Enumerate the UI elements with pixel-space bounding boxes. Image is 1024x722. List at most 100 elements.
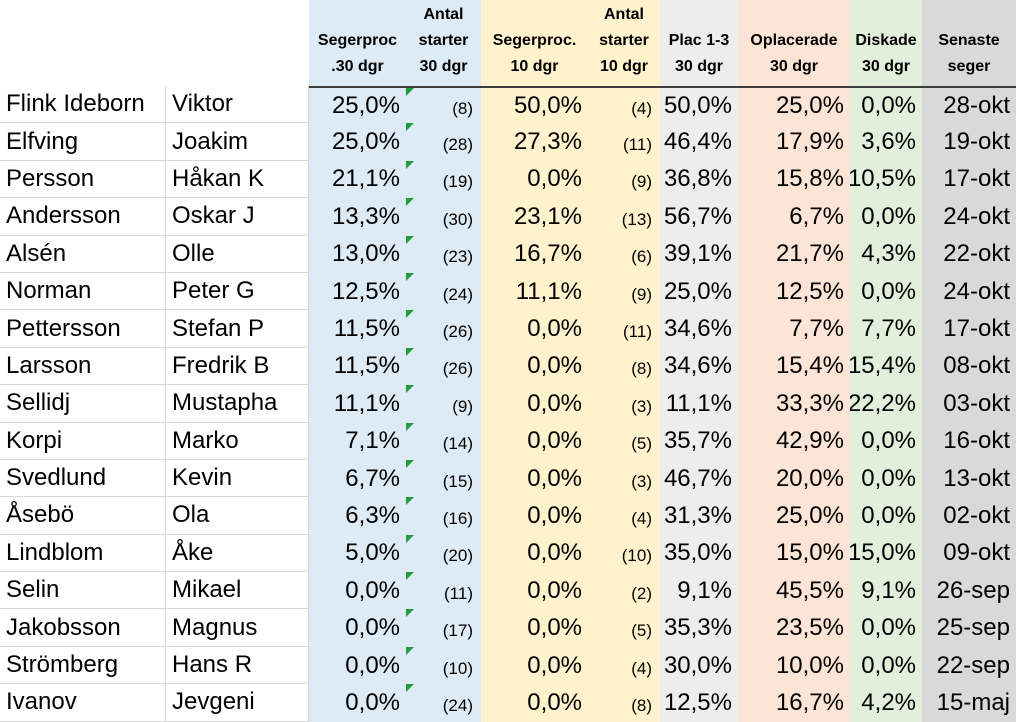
cell-placed-1-3[interactable]: 39,1% bbox=[660, 235, 738, 273]
cell-starts-10[interactable]: (11) bbox=[588, 123, 660, 161]
cell-disqualified[interactable]: 0,0% bbox=[850, 609, 922, 647]
cell-disqualified[interactable]: 0,0% bbox=[850, 646, 922, 685]
cell-last-win[interactable]: 16-okt bbox=[922, 422, 1016, 460]
cell-win-pct-30[interactable]: 0,0% bbox=[309, 646, 406, 685]
cell-first-name[interactable]: Fredrik B bbox=[166, 347, 309, 386]
cell-win-pct-30[interactable]: 13,3% bbox=[309, 198, 406, 236]
cell-last-name[interactable]: Selin bbox=[0, 572, 166, 610]
cell-win-pct-10[interactable]: 0,0% bbox=[481, 160, 588, 199]
cell-placed-1-3[interactable]: 50,0% bbox=[660, 86, 738, 124]
cell-unplaced[interactable]: 25,0% bbox=[738, 86, 850, 124]
cell-last-name[interactable]: Lindblom bbox=[0, 534, 166, 573]
cell-win-pct-10[interactable]: 0,0% bbox=[481, 310, 588, 348]
cell-starts-10[interactable]: (6) bbox=[588, 235, 660, 273]
cell-starts-10[interactable]: (8) bbox=[588, 347, 660, 386]
cell-win-pct-30[interactable]: 12,5% bbox=[309, 272, 406, 311]
cell-starts-10[interactable]: (10) bbox=[588, 534, 660, 573]
cell-win-pct-30[interactable]: 0,0% bbox=[309, 609, 406, 647]
cell-starts-30[interactable]: (10) bbox=[406, 646, 481, 685]
cell-placed-1-3[interactable]: 46,7% bbox=[660, 459, 738, 498]
cell-last-win[interactable]: 17-okt bbox=[922, 310, 1016, 348]
cell-win-pct-30[interactable]: 0,0% bbox=[309, 572, 406, 610]
cell-win-pct-30[interactable]: 11,5% bbox=[309, 310, 406, 348]
cell-starts-30[interactable]: (26) bbox=[406, 310, 481, 348]
cell-starts-30[interactable]: (17) bbox=[406, 609, 481, 647]
cell-starts-30[interactable]: (9) bbox=[406, 385, 481, 423]
cell-win-pct-10[interactable]: 16,7% bbox=[481, 235, 588, 273]
cell-placed-1-3[interactable]: 11,1% bbox=[660, 385, 738, 423]
cell-unplaced[interactable]: 15,4% bbox=[738, 347, 850, 386]
cell-unplaced[interactable]: 6,7% bbox=[738, 198, 850, 236]
cell-last-name[interactable]: Larsson bbox=[0, 347, 166, 386]
header-starts-30[interactable]: Antal starter 30 dgr bbox=[406, 0, 481, 86]
cell-last-win[interactable]: 13-okt bbox=[922, 459, 1016, 498]
header-win-pct-10[interactable]: Segerproc. 10 dgr bbox=[481, 0, 588, 86]
cell-starts-30[interactable]: (16) bbox=[406, 497, 481, 535]
cell-disqualified[interactable]: 22,2% bbox=[850, 385, 922, 423]
cell-win-pct-10[interactable]: 27,3% bbox=[481, 123, 588, 161]
cell-starts-10[interactable]: (9) bbox=[588, 272, 660, 311]
cell-placed-1-3[interactable]: 34,6% bbox=[660, 310, 738, 348]
cell-disqualified[interactable]: 9,1% bbox=[850, 572, 922, 610]
cell-win-pct-30[interactable]: 5,0% bbox=[309, 534, 406, 573]
cell-win-pct-10[interactable]: 0,0% bbox=[481, 646, 588, 685]
cell-placed-1-3[interactable]: 34,6% bbox=[660, 347, 738, 386]
cell-first-name[interactable]: Ola bbox=[166, 497, 309, 535]
cell-last-name[interactable]: Jakobsson bbox=[0, 609, 166, 647]
cell-first-name[interactable]: Kevin bbox=[166, 459, 309, 498]
cell-starts-10[interactable]: (4) bbox=[588, 646, 660, 685]
cell-unplaced[interactable]: 23,5% bbox=[738, 609, 850, 647]
cell-win-pct-30[interactable]: 11,1% bbox=[309, 385, 406, 423]
cell-disqualified[interactable]: 0,0% bbox=[850, 272, 922, 311]
header-unplaced[interactable]: Oplacerade 30 dgr bbox=[738, 0, 850, 86]
cell-starts-10[interactable]: (3) bbox=[588, 459, 660, 498]
cell-first-name[interactable]: Åke bbox=[166, 534, 309, 573]
cell-last-win[interactable]: 19-okt bbox=[922, 123, 1016, 161]
cell-last-win[interactable]: 15-maj bbox=[922, 684, 1016, 722]
cell-starts-10[interactable]: (5) bbox=[588, 609, 660, 647]
header-win-pct-30[interactable]: Segerproc .30 dgr bbox=[309, 0, 406, 86]
cell-win-pct-30[interactable]: 6,3% bbox=[309, 497, 406, 535]
cell-starts-10[interactable]: (2) bbox=[588, 572, 660, 610]
cell-first-name[interactable]: Hans R bbox=[166, 646, 309, 685]
cell-last-win[interactable]: 26-sep bbox=[922, 572, 1016, 610]
cell-starts-30[interactable]: (19) bbox=[406, 160, 481, 199]
cell-last-name[interactable]: Sellidj bbox=[0, 385, 166, 423]
cell-unplaced[interactable]: 10,0% bbox=[738, 646, 850, 685]
cell-first-name[interactable]: Mikael bbox=[166, 572, 309, 610]
cell-last-win[interactable]: 24-okt bbox=[922, 198, 1016, 236]
cell-starts-10[interactable]: (3) bbox=[588, 385, 660, 423]
cell-first-name[interactable]: Olle bbox=[166, 235, 309, 273]
cell-unplaced[interactable]: 42,9% bbox=[738, 422, 850, 460]
cell-win-pct-10[interactable]: 0,0% bbox=[481, 422, 588, 460]
cell-placed-1-3[interactable]: 12,5% bbox=[660, 684, 738, 722]
cell-last-name[interactable]: Persson bbox=[0, 160, 166, 199]
cell-starts-30[interactable]: (14) bbox=[406, 422, 481, 460]
cell-placed-1-3[interactable]: 35,0% bbox=[660, 534, 738, 573]
cell-disqualified[interactable]: 0,0% bbox=[850, 86, 922, 124]
cell-disqualified[interactable]: 0,0% bbox=[850, 422, 922, 460]
header-placed-1-3[interactable]: Plac 1-3 30 dgr bbox=[660, 0, 738, 86]
cell-win-pct-10[interactable]: 11,1% bbox=[481, 272, 588, 311]
cell-starts-10[interactable]: (13) bbox=[588, 198, 660, 236]
cell-win-pct-30[interactable]: 11,5% bbox=[309, 347, 406, 386]
cell-win-pct-30[interactable]: 0,0% bbox=[309, 684, 406, 722]
cell-disqualified[interactable]: 0,0% bbox=[850, 198, 922, 236]
cell-starts-10[interactable]: (9) bbox=[588, 160, 660, 199]
cell-first-name[interactable]: Joakim bbox=[166, 123, 309, 161]
cell-placed-1-3[interactable]: 31,3% bbox=[660, 497, 738, 535]
cell-last-win[interactable]: 24-okt bbox=[922, 272, 1016, 311]
cell-last-name[interactable]: Strömberg bbox=[0, 646, 166, 685]
cell-unplaced[interactable]: 17,9% bbox=[738, 123, 850, 161]
cell-unplaced[interactable]: 7,7% bbox=[738, 310, 850, 348]
cell-disqualified[interactable]: 7,7% bbox=[850, 310, 922, 348]
cell-placed-1-3[interactable]: 56,7% bbox=[660, 198, 738, 236]
cell-win-pct-10[interactable]: 50,0% bbox=[481, 86, 588, 124]
cell-placed-1-3[interactable]: 36,8% bbox=[660, 160, 738, 199]
cell-placed-1-3[interactable]: 46,4% bbox=[660, 123, 738, 161]
cell-last-name[interactable]: Elfving bbox=[0, 123, 166, 161]
header-last-win[interactable]: Senaste seger bbox=[922, 0, 1016, 86]
cell-last-name[interactable]: Korpi bbox=[0, 422, 166, 460]
cell-starts-10[interactable]: (11) bbox=[588, 310, 660, 348]
cell-win-pct-10[interactable]: 0,0% bbox=[481, 684, 588, 722]
